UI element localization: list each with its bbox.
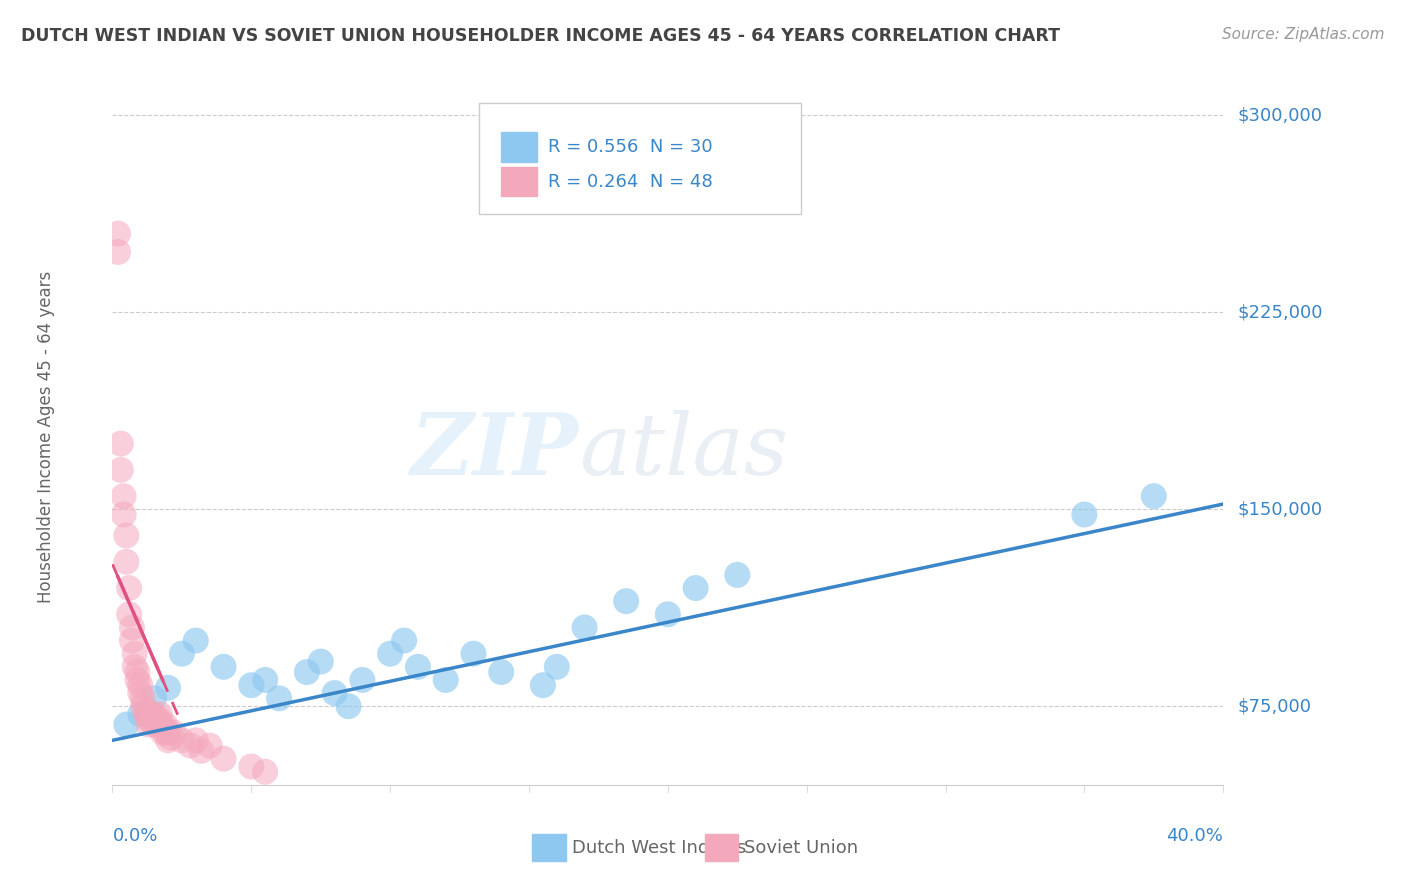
Point xyxy=(135,705,157,719)
Point xyxy=(184,633,207,648)
Point xyxy=(155,725,177,739)
Point xyxy=(434,673,457,687)
Point xyxy=(190,744,212,758)
Point xyxy=(127,673,149,687)
Text: $225,000: $225,000 xyxy=(1237,303,1323,321)
Point xyxy=(132,691,155,706)
Point xyxy=(323,686,346,700)
Point xyxy=(295,665,318,679)
Point xyxy=(352,673,374,687)
Point xyxy=(309,655,332,669)
Point xyxy=(574,620,596,634)
Point xyxy=(141,712,163,726)
Point xyxy=(725,568,748,582)
Point xyxy=(531,678,554,692)
Point xyxy=(132,699,155,714)
Point xyxy=(107,244,129,259)
Text: 40.0%: 40.0% xyxy=(1167,827,1223,845)
Point xyxy=(337,699,360,714)
Text: Source: ZipAtlas.com: Source: ZipAtlas.com xyxy=(1222,27,1385,42)
Text: $300,000: $300,000 xyxy=(1237,106,1322,125)
Point xyxy=(657,607,679,622)
Text: $75,000: $75,000 xyxy=(1237,698,1312,715)
Text: ZIP: ZIP xyxy=(411,409,579,492)
Point xyxy=(157,733,180,747)
FancyBboxPatch shape xyxy=(479,103,801,214)
Point xyxy=(685,581,707,595)
Point xyxy=(267,691,291,706)
Point xyxy=(254,673,277,687)
Text: $150,000: $150,000 xyxy=(1237,500,1322,518)
Point xyxy=(118,581,141,595)
Point xyxy=(152,725,174,739)
Point xyxy=(141,707,163,722)
Point xyxy=(170,647,193,661)
Text: R = 0.264  N = 48: R = 0.264 N = 48 xyxy=(548,173,713,191)
Point xyxy=(115,717,138,731)
Point xyxy=(129,707,152,722)
FancyBboxPatch shape xyxy=(502,167,537,196)
Point xyxy=(198,739,221,753)
Point xyxy=(110,463,132,477)
Point xyxy=(152,717,174,731)
Text: atlas: atlas xyxy=(579,409,789,492)
Point xyxy=(107,227,129,241)
Point xyxy=(170,733,193,747)
Point xyxy=(146,717,169,731)
Text: Dutch West Indians: Dutch West Indians xyxy=(572,838,747,856)
Point xyxy=(155,717,177,731)
Point xyxy=(162,725,184,739)
Point xyxy=(115,555,138,569)
Point xyxy=(143,691,166,706)
Point xyxy=(157,681,180,695)
Point xyxy=(112,489,135,503)
Point xyxy=(129,678,152,692)
Point xyxy=(184,733,207,747)
Point xyxy=(406,660,429,674)
Point xyxy=(1143,489,1166,503)
Point xyxy=(240,678,263,692)
Text: 0.0%: 0.0% xyxy=(112,827,157,845)
Point xyxy=(135,707,157,722)
Point xyxy=(112,508,135,522)
Text: R = 0.556  N = 30: R = 0.556 N = 30 xyxy=(548,138,713,156)
Text: Householder Income Ages 45 - 64 years: Householder Income Ages 45 - 64 years xyxy=(37,271,55,603)
Point xyxy=(392,633,415,648)
Point xyxy=(149,712,172,726)
Point xyxy=(179,739,201,753)
Text: Soviet Union: Soviet Union xyxy=(745,838,859,856)
Point xyxy=(491,665,513,679)
Point xyxy=(546,660,568,674)
Point xyxy=(146,712,169,726)
Point xyxy=(118,607,141,622)
Point xyxy=(614,594,637,608)
Point xyxy=(110,436,132,450)
Point xyxy=(129,686,152,700)
Text: DUTCH WEST INDIAN VS SOVIET UNION HOUSEHOLDER INCOME AGES 45 - 64 YEARS CORRELAT: DUTCH WEST INDIAN VS SOVIET UNION HOUSEH… xyxy=(21,27,1060,45)
Point xyxy=(380,647,402,661)
Point xyxy=(212,752,235,766)
Point xyxy=(159,731,181,745)
Point xyxy=(124,647,146,661)
FancyBboxPatch shape xyxy=(704,834,738,862)
Point xyxy=(254,764,277,779)
Point xyxy=(138,717,160,731)
Point xyxy=(115,528,138,542)
Point xyxy=(1073,508,1095,522)
Point xyxy=(138,712,160,726)
Point xyxy=(149,707,172,722)
Point xyxy=(240,759,263,773)
Point xyxy=(121,620,143,634)
Point xyxy=(157,725,180,739)
FancyBboxPatch shape xyxy=(533,834,565,862)
Point xyxy=(463,647,485,661)
Point xyxy=(143,707,166,722)
Point xyxy=(212,660,235,674)
Point xyxy=(124,660,146,674)
FancyBboxPatch shape xyxy=(502,132,537,161)
Point xyxy=(127,665,149,679)
Point xyxy=(121,633,143,648)
Point xyxy=(143,717,166,731)
